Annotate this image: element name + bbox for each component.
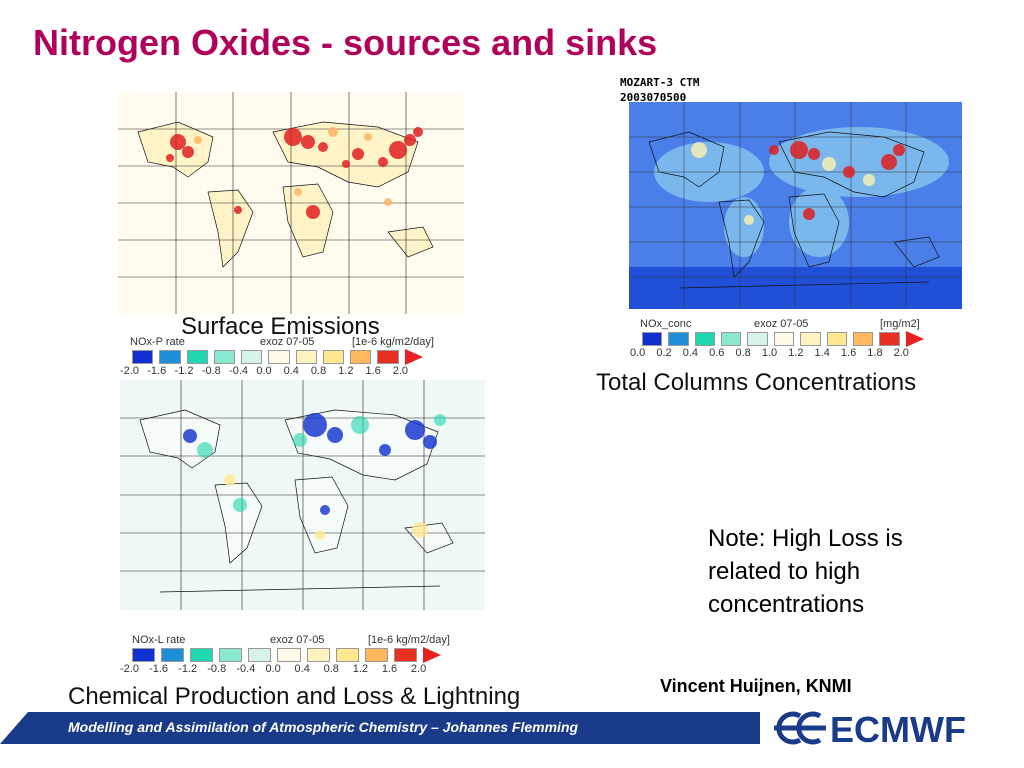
legend-name: NOx-P rate <box>130 336 185 348</box>
legend-arrow <box>905 331 924 347</box>
chemical-production-loss-map <box>120 380 485 610</box>
legend-name: NOx_conc <box>640 318 692 330</box>
legend-swatch <box>159 350 181 364</box>
legend-swatch <box>190 648 214 662</box>
slide-title: Nitrogen Oxides - sources and sinks <box>33 22 658 63</box>
legend-unit: [1e-6 kg/m2/day] <box>368 634 450 646</box>
legend-run: exoz 07-05 <box>260 336 315 348</box>
legend-swatch <box>350 350 372 364</box>
legend-swatch <box>241 350 263 364</box>
legend-swatch <box>306 648 330 662</box>
legend-unit: [1e-6 kg/m2/day] <box>352 336 434 348</box>
legend-tick-label: -0.8 <box>201 365 221 377</box>
ecmwf-logo: ECMWF <box>774 709 966 748</box>
legend-tick-label: 1.0 <box>761 347 778 359</box>
author-credit: Vincent Huijnen, KNMI <box>660 676 852 696</box>
legend-tick-label: 0.0 <box>630 347 646 359</box>
legend-swatch <box>364 648 388 662</box>
legend-swatch <box>322 350 345 364</box>
legend-tick-label: 1.2 <box>338 365 354 377</box>
legend-arrow <box>422 647 441 663</box>
surface-emissions-caption: Surface Emissions <box>181 313 380 340</box>
legend-unit: [mg/m2] <box>880 318 920 330</box>
legend-swatch <box>773 332 795 346</box>
legend-tick-label: 1.4 <box>814 347 830 359</box>
legend-tick-label: 0.4 <box>294 663 310 675</box>
legend-tick-label: 1.8 <box>867 347 883 359</box>
legend-swatch <box>161 648 185 662</box>
legend-tick-label: 0.8 <box>323 663 339 675</box>
legend-tick-label: 2.0 <box>392 365 409 377</box>
legend-tick-label: 0.8 <box>310 365 327 377</box>
legend-tick-label: -2.0 <box>120 663 139 675</box>
legend-tick-label: 1.6 <box>365 365 381 377</box>
legend-tick-label: -2.0 <box>120 365 139 377</box>
legend-swatch <box>721 332 742 346</box>
legend-swatch <box>132 350 154 364</box>
legend-swatch <box>852 332 874 346</box>
legend-tick-label: -0.4 <box>229 365 249 377</box>
legend-swatch <box>642 332 663 346</box>
legend-run: exoz 07-05 <box>270 634 325 646</box>
legend-swatch <box>277 648 301 662</box>
surface-emissions-map <box>118 92 464 314</box>
total-column-map <box>629 102 962 309</box>
logo-wordmark: ECMWF <box>830 709 966 748</box>
legend-tick-label: -1.6 <box>147 365 167 377</box>
legend-swatch <box>826 332 847 346</box>
legend-tick-label: 0.0 <box>256 365 272 377</box>
legend-tick-label: 1.2 <box>352 663 369 675</box>
legend-swatch <box>800 332 821 346</box>
legend-run: exoz 07-05 <box>754 318 809 330</box>
legend-swatch <box>213 350 236 364</box>
legend-tick-label: 1.6 <box>381 663 398 675</box>
legend-tick-label: 1.2 <box>788 347 804 359</box>
note-line-2: related to high <box>708 558 861 585</box>
legend-tick-label: -0.4 <box>236 663 256 675</box>
legend-tick-label: -1.6 <box>149 663 169 675</box>
legend-tick-label: 0.8 <box>735 347 751 359</box>
legend-swatch <box>747 332 768 346</box>
legend-swatch <box>879 332 900 346</box>
legend-tick-label: 0.6 <box>709 347 725 359</box>
legend-swatch <box>668 332 689 346</box>
legend-tick-label: 0.4 <box>283 365 299 377</box>
legend-swatch <box>268 350 290 364</box>
legend-swatch <box>295 350 317 364</box>
legend-tick-label: -0.8 <box>207 663 227 675</box>
legend-swatch <box>186 350 208 364</box>
legend-tick-label: 1.6 <box>840 347 857 359</box>
legend-arrow <box>404 349 423 365</box>
legend-tick-label: 0.2 <box>656 347 672 359</box>
surface-emissions-legend: NOx-P rate exoz 07-05 [1e-6 kg/m2/day] -… <box>120 336 460 378</box>
legend-tick-label: -1.2 <box>178 663 198 675</box>
model-name: MOZART-3 CTM <box>620 76 700 89</box>
legend-name: NOx-L rate <box>132 634 186 646</box>
legend-tick-label: -1.2 <box>174 365 194 377</box>
note-line-1: Note: High Loss is <box>708 525 903 552</box>
model-date: 2003070500 <box>620 91 687 104</box>
legend-tick-label: 2.0 <box>893 347 909 359</box>
legend-swatch <box>219 648 243 662</box>
total-column-legend: NOx_conc exoz 07-05 [mg/m2] 0.0 0.2 0.4 0.6… <box>630 318 960 360</box>
legend-swatch <box>132 648 156 662</box>
legend-tick-label: 0.4 <box>682 347 699 359</box>
note-text: Note: High Loss is related to high conce… <box>708 522 958 621</box>
legend-tick-label: 0.0 <box>265 663 281 675</box>
model-label: MOZART-3 CTM 2003070500 <box>620 75 699 105</box>
chemical-production-loss-legend: NOx-L rate exoz 07-05 [1e-6 kg/m2/day] -… <box>120 634 480 676</box>
legend-swatch <box>335 648 359 662</box>
chemical-production-loss-caption: Chemical Production and Loss & Lightning <box>68 683 521 710</box>
legend-swatch <box>377 350 399 364</box>
legend-swatch <box>694 332 716 346</box>
total-column-caption: Total Columns Concentrations <box>596 369 917 396</box>
legend-swatch <box>248 648 272 662</box>
legend-swatch <box>393 648 417 662</box>
legend-tick-label: 2.0 <box>410 663 427 675</box>
footer-text: Modelling and Assimilation of Atmospheri… <box>68 719 579 735</box>
note-line-3: concentrations <box>708 591 865 618</box>
footer-band <box>0 712 760 744</box>
